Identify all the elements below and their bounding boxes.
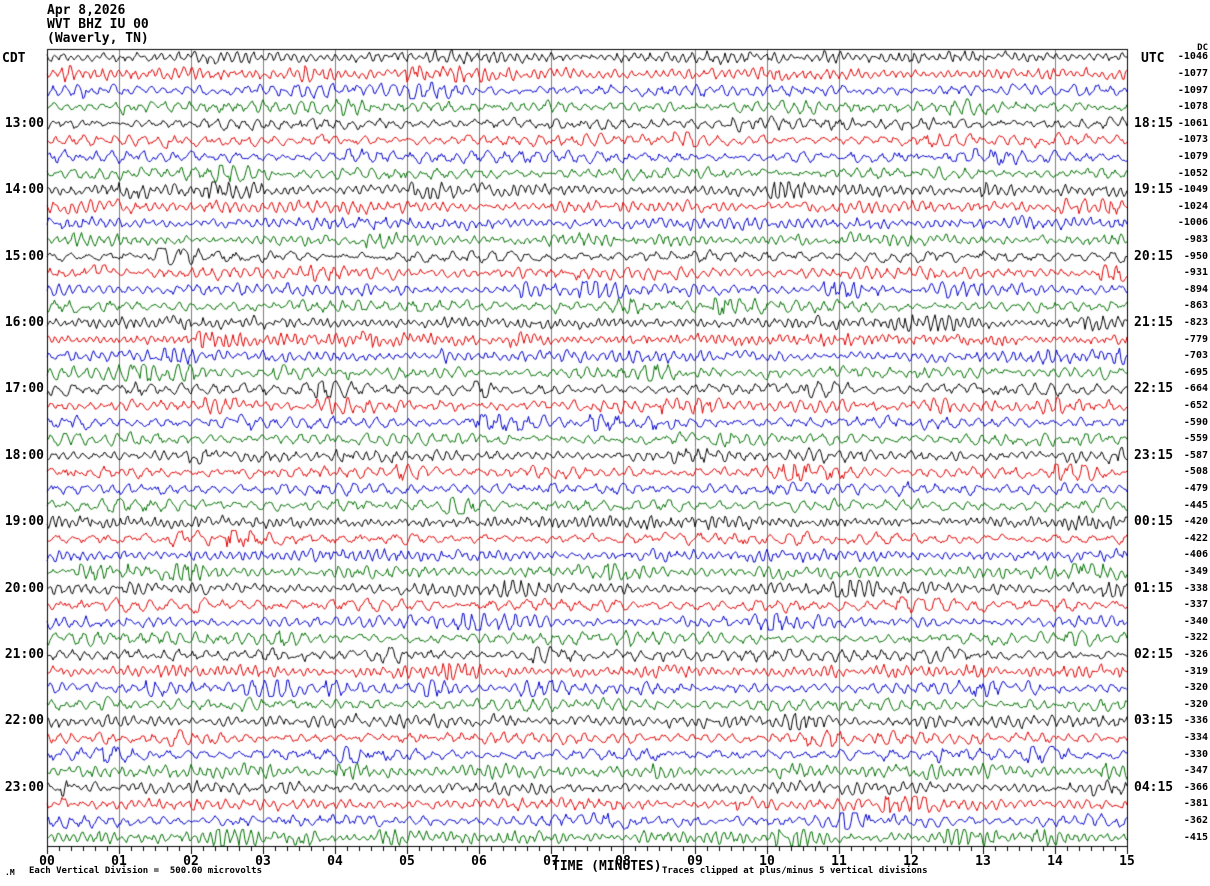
dc-offset-value: -779 [1183, 334, 1208, 345]
dc-offset-value: -381 [1183, 798, 1208, 809]
x-axis-tick-label: 00 [39, 854, 55, 869]
dc-offset-value: -320 [1183, 682, 1208, 693]
right-hour-label: 21:15 [1134, 315, 1174, 330]
clip-note: Traces clipped at plus/minus 5 vertical … [662, 866, 928, 876]
dc-offset-value: -1061 [1177, 118, 1208, 129]
x-axis-tick-label: 13 [975, 854, 991, 869]
dc-offset-value: -652 [1183, 400, 1208, 411]
title-date: Apr 8,2026 [47, 3, 126, 18]
x-axis-tick-label: 09 [687, 854, 703, 869]
dc-offset-value: -320 [1183, 699, 1208, 710]
right-hour-label: 03:15 [1134, 713, 1174, 728]
dc-offset-value: -362 [1183, 815, 1208, 826]
left-hour-label: 16:00 [4, 315, 44, 330]
x-axis-tick-label: 04 [327, 854, 343, 869]
dc-offset-value: -950 [1183, 251, 1208, 262]
dc-offset-value: -508 [1183, 466, 1208, 477]
x-axis-title: TIME (MINUTES) [552, 859, 662, 874]
dc-offset-value: -326 [1183, 649, 1208, 660]
x-axis-tick-label: 02 [183, 854, 199, 869]
dc-offset-value: -1046 [1177, 51, 1208, 62]
right-hour-label: 02:15 [1134, 647, 1174, 662]
x-axis-tick-label: 15 [1119, 854, 1135, 869]
right-hour-label: 18:15 [1134, 116, 1174, 131]
dc-offset-value: -330 [1183, 749, 1208, 760]
dc-offset-value: -336 [1183, 715, 1208, 726]
title-station-code: WVT BHZ IU 00 [47, 17, 149, 32]
dc-offset-value: -1078 [1177, 101, 1208, 112]
x-axis-tick-label: 06 [471, 854, 487, 869]
x-axis-tick-label: 10 [759, 854, 775, 869]
dc-offset-value: -1079 [1177, 151, 1208, 162]
x-axis-tick-label: 11 [831, 854, 847, 869]
dc-offset-value: -559 [1183, 433, 1208, 444]
dc-offset-value: -334 [1183, 732, 1208, 743]
dc-offset-value: -347 [1183, 765, 1208, 776]
left-hour-label: 23:00 [4, 780, 44, 795]
dc-offset-value: -406 [1183, 549, 1208, 560]
x-axis-tick-label: 05 [399, 854, 415, 869]
dc-offset-value: -1097 [1177, 85, 1208, 96]
dc-offset-value: -420 [1183, 516, 1208, 527]
dc-offset-value: -983 [1183, 234, 1208, 245]
right-hour-label: 00:15 [1134, 514, 1174, 529]
left-hour-label: 13:00 [4, 116, 44, 131]
right-hour-label: 23:15 [1134, 448, 1174, 463]
dc-offset-value: -703 [1183, 350, 1208, 361]
dc-offset-value: -1049 [1177, 184, 1208, 195]
dc-offset-value: -366 [1183, 782, 1208, 793]
x-axis-tick-label: 03 [255, 854, 271, 869]
left-hour-label: 18:00 [4, 448, 44, 463]
dc-offset-value: -1052 [1177, 168, 1208, 179]
x-axis-tick-label: 01 [111, 854, 127, 869]
right-timezone-header: UTC [1141, 51, 1165, 66]
dc-offset-value: -422 [1183, 533, 1208, 544]
vertical-scale-note: Each Vertical Division = 500.00 microvol… [29, 866, 262, 876]
right-hour-label: 04:15 [1134, 780, 1174, 795]
dc-offset-value: -340 [1183, 616, 1208, 627]
x-axis-tick-label: 12 [903, 854, 919, 869]
dc-offset-value: -337 [1183, 599, 1208, 610]
dc-offset-value: -1077 [1177, 68, 1208, 79]
left-hour-label: 22:00 [4, 713, 44, 728]
dc-offset-value: -931 [1183, 267, 1208, 278]
dc-offset-value: -894 [1183, 284, 1208, 295]
left-hour-label: 17:00 [4, 381, 44, 396]
left-hour-label: 21:00 [4, 647, 44, 662]
right-hour-label: 19:15 [1134, 182, 1174, 197]
x-axis-tick-label: 08 [615, 854, 631, 869]
dc-offset-value: -1024 [1177, 201, 1208, 212]
dc-offset-value: -695 [1183, 367, 1208, 378]
dc-offset-value: -445 [1183, 500, 1208, 511]
left-timezone-header: CDT [2, 51, 26, 66]
title-station-location: (Waverly, TN) [47, 31, 149, 46]
dc-offset-value: -1073 [1177, 134, 1208, 145]
dc-offset-value: -479 [1183, 483, 1208, 494]
dc-offset-column-header: DC [1197, 43, 1208, 53]
right-hour-label: 01:15 [1134, 581, 1174, 596]
left-hour-label: 15:00 [4, 249, 44, 264]
dc-offset-value: -590 [1183, 417, 1208, 428]
dc-offset-value: -415 [1183, 832, 1208, 843]
dc-offset-value: -1006 [1177, 217, 1208, 228]
left-hour-label: 20:00 [4, 581, 44, 596]
dc-offset-value: -338 [1183, 583, 1208, 594]
x-axis-tick-label: 07 [543, 854, 559, 869]
dc-offset-value: -863 [1183, 300, 1208, 311]
right-hour-label: 20:15 [1134, 249, 1174, 264]
dc-offset-value: -319 [1183, 666, 1208, 677]
dc-offset-value: -349 [1183, 566, 1208, 577]
x-axis-tick-label: 14 [1047, 854, 1063, 869]
left-hour-label: 19:00 [4, 514, 44, 529]
dc-offset-value: -322 [1183, 632, 1208, 643]
dc-offset-value: -587 [1183, 450, 1208, 461]
logo-mark: .M [5, 868, 15, 877]
dc-offset-value: -664 [1183, 383, 1208, 394]
dc-offset-value: -823 [1183, 317, 1208, 328]
right-hour-label: 22:15 [1134, 381, 1174, 396]
left-hour-label: 14:00 [4, 182, 44, 197]
